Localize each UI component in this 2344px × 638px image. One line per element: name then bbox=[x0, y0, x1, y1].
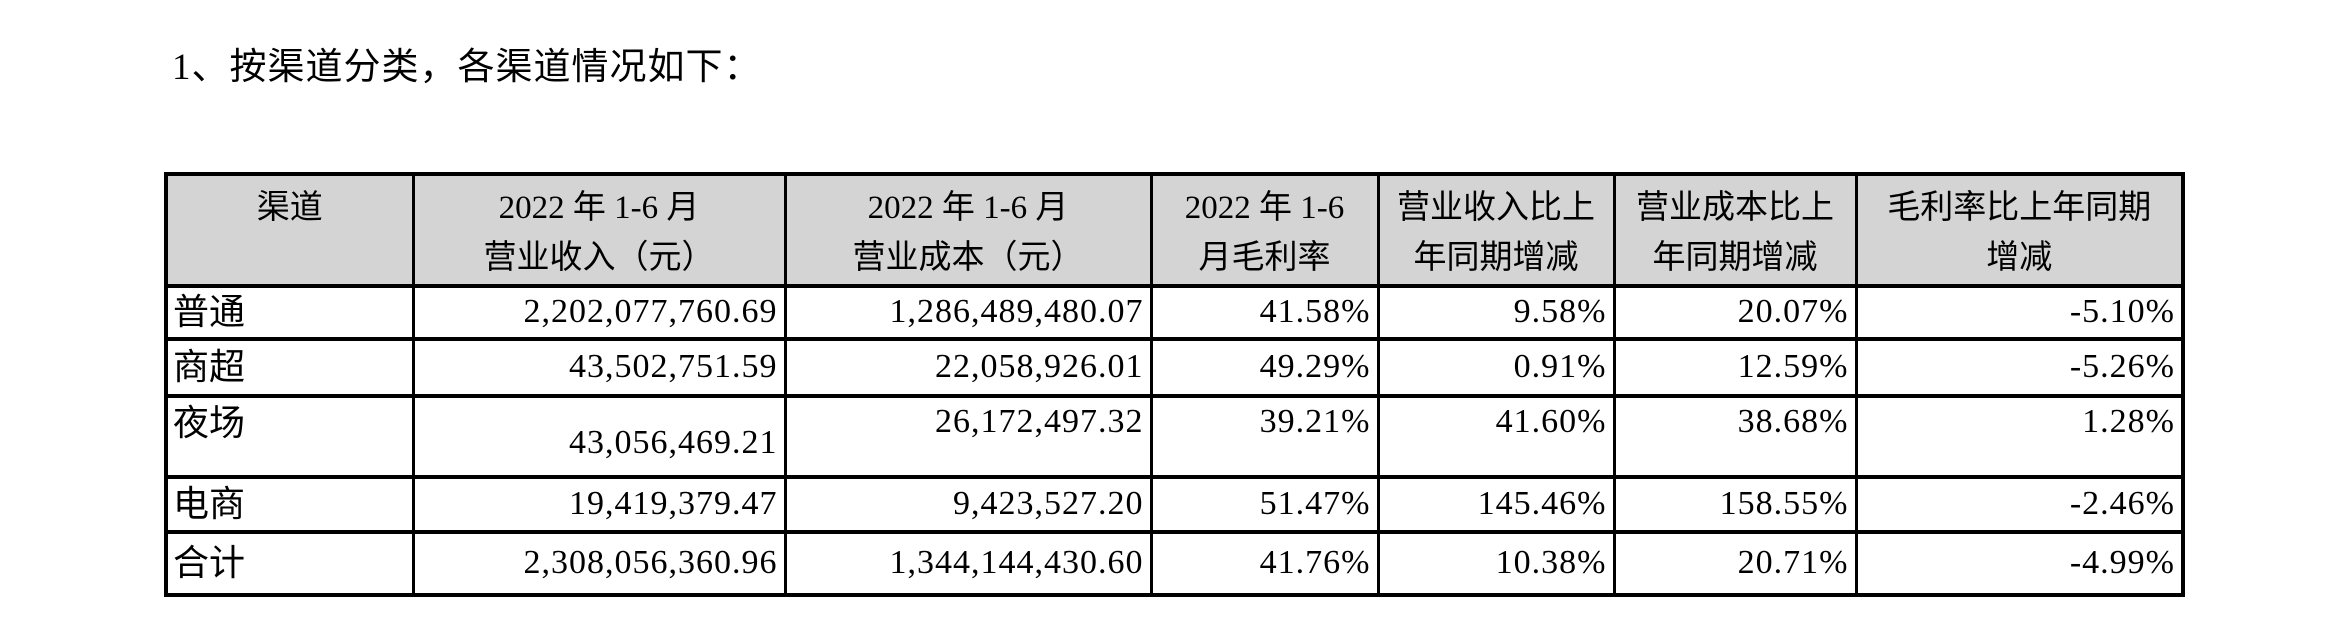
header-line: 2022 年 1-6 bbox=[1184, 190, 1345, 226]
table-header-row: 渠道 2022 年 1-6 月 营业收入（元） 2022 年 1-6 月 营业成… bbox=[164, 172, 2185, 288]
col-header-cost: 2022 年 1-6 月 营业成本（元） bbox=[783, 172, 1153, 288]
col-header-revenue: 2022 年 1-6 月 营业收入（元） bbox=[411, 172, 787, 288]
cell-revenue-yoy: 145.46% bbox=[1376, 475, 1616, 534]
cell-channel: 合计 bbox=[164, 530, 415, 597]
header-line: 营业成本比上 bbox=[1636, 190, 1834, 226]
table-row-ecommerce: 电商 19,419,379.47 9,423,527.20 51.47% 145… bbox=[164, 475, 2185, 534]
section-title: 1、按渠道分类，各渠道情况如下： bbox=[172, 47, 762, 88]
header-line: 2022 年 1-6 月 bbox=[867, 190, 1069, 226]
cell-cost: 1,286,489,480.07 bbox=[783, 284, 1153, 341]
cell-cost: 9,423,527.20 bbox=[783, 475, 1153, 534]
table-row-supermarket: 商超 43,502,751.59 22,058,926.01 49.29% 0.… bbox=[164, 337, 2185, 398]
header-line: 增减 bbox=[1986, 240, 2053, 276]
cell-revenue: 2,308,056,360.96 bbox=[411, 530, 787, 597]
cell-cost-yoy: 12.59% bbox=[1612, 337, 1858, 398]
cell-cost: 22,058,926.01 bbox=[783, 337, 1153, 398]
cell-cost: 26,172,497.32 bbox=[783, 394, 1153, 479]
cell-revenue-yoy: 0.91% bbox=[1376, 337, 1616, 398]
cell-cost: 1,344,144,430.60 bbox=[783, 530, 1153, 597]
cell-channel: 普通 bbox=[164, 284, 415, 341]
cell-gross-margin: 41.58% bbox=[1149, 284, 1380, 341]
cell-revenue: 19,419,379.47 bbox=[411, 475, 787, 534]
table-row-nightclub: 夜场 43,056,469.21 26,172,497.32 39.21% 41… bbox=[164, 394, 2185, 479]
col-header-revenue-yoy: 营业收入比上 年同期增减 bbox=[1376, 172, 1616, 288]
cell-margin-yoy: -5.26% bbox=[1854, 337, 2185, 398]
cell-channel: 夜场 bbox=[164, 394, 415, 479]
col-header-margin-yoy: 毛利率比上年同期 增减 bbox=[1854, 172, 2185, 288]
cell-cost-yoy: 38.68% bbox=[1612, 394, 1858, 479]
channel-breakdown-table: 渠道 2022 年 1-6 月 营业收入（元） 2022 年 1-6 月 营业成… bbox=[164, 172, 2185, 597]
header-line: 年同期增减 bbox=[1413, 240, 1579, 276]
cell-margin-yoy: -2.46% bbox=[1854, 475, 2185, 534]
cell-channel: 商超 bbox=[164, 337, 415, 398]
col-header-cost-yoy: 营业成本比上 年同期增减 bbox=[1612, 172, 1858, 288]
cell-cost-yoy: 20.07% bbox=[1612, 284, 1858, 341]
cell-revenue-yoy: 10.38% bbox=[1376, 530, 1616, 597]
header-line: 营业收入比上 bbox=[1397, 190, 1595, 226]
header-line: 营业收入（元） bbox=[483, 240, 715, 276]
cell-margin-yoy: -4.99% bbox=[1854, 530, 2185, 597]
header-line: 月毛利率 bbox=[1198, 240, 1331, 276]
table-row-total: 合计 2,308,056,360.96 1,344,144,430.60 41.… bbox=[164, 530, 2185, 597]
header-line: 2022 年 1-6 月 bbox=[498, 190, 700, 226]
cell-margin-yoy: 1.28% bbox=[1854, 394, 2185, 479]
table-row-ordinary: 普通 2,202,077,760.69 1,286,489,480.07 41.… bbox=[164, 284, 2185, 341]
cell-gross-margin: 51.47% bbox=[1149, 475, 1380, 534]
cell-revenue: 2,202,077,760.69 bbox=[411, 284, 787, 341]
cell-gross-margin: 39.21% bbox=[1149, 394, 1380, 479]
cell-cost-yoy: 158.55% bbox=[1612, 475, 1858, 534]
cell-revenue: 43,502,751.59 bbox=[411, 337, 787, 398]
cell-gross-margin: 49.29% bbox=[1149, 337, 1380, 398]
col-header-channel: 渠道 bbox=[164, 172, 415, 288]
cell-revenue-yoy: 9.58% bbox=[1376, 284, 1616, 341]
cell-channel: 电商 bbox=[164, 475, 415, 534]
cell-cost-yoy: 20.71% bbox=[1612, 530, 1858, 597]
cell-revenue-yoy: 41.60% bbox=[1376, 394, 1616, 479]
cell-revenue: 43,056,469.21 bbox=[411, 394, 787, 479]
header-line: 渠道 bbox=[256, 190, 323, 226]
header-line: 营业成本（元） bbox=[852, 240, 1084, 276]
cell-gross-margin: 41.76% bbox=[1149, 530, 1380, 597]
header-line: 毛利率比上年同期 bbox=[1887, 190, 2152, 226]
col-header-gross-margin: 2022 年 1-6 月毛利率 bbox=[1149, 172, 1380, 288]
cell-margin-yoy: -5.10% bbox=[1854, 284, 2185, 341]
header-line: 年同期增减 bbox=[1652, 240, 1818, 276]
